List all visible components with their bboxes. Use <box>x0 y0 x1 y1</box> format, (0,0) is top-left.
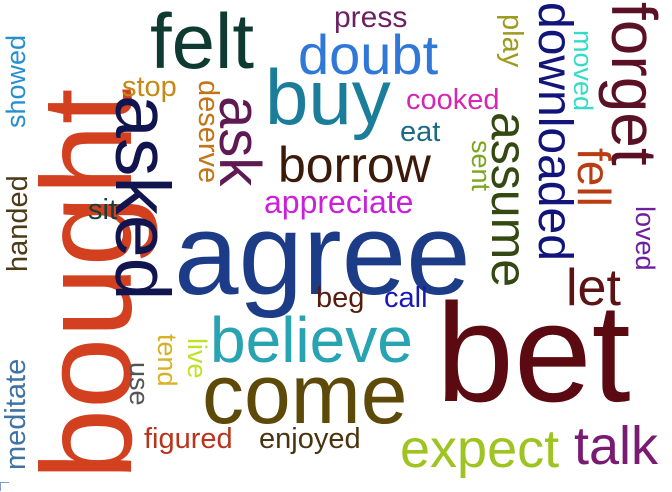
word-press: press <box>334 1 408 34</box>
word-tend: tend <box>152 334 182 387</box>
word-meditate: meditate <box>0 358 32 470</box>
word-borrow: borrow <box>278 137 431 193</box>
word-deserve: deserve <box>192 80 224 184</box>
word-come: come <box>202 347 408 441</box>
word-play: play <box>496 14 528 68</box>
word-handed: handed <box>2 175 34 272</box>
word-moved: moved <box>568 30 598 112</box>
word-live: live <box>182 338 212 379</box>
word-expect: expect <box>400 419 560 479</box>
corner-bracket-mark <box>0 482 9 491</box>
word-call: call <box>384 282 428 314</box>
word-beg: beg <box>316 282 365 314</box>
word-doubt: doubt <box>298 23 439 86</box>
word-forget: forget <box>598 2 670 166</box>
word-let: let <box>566 259 621 317</box>
word-buy: buy <box>265 53 391 141</box>
word-sit: sit <box>88 194 117 226</box>
word-stop: stop <box>122 71 177 103</box>
word-loved: loved <box>630 206 660 271</box>
word-fell: fell <box>568 148 620 207</box>
word-use: use <box>124 362 154 406</box>
word-agree: agree <box>174 189 471 319</box>
word-figured: figured <box>144 423 233 455</box>
word-believe: believe <box>210 304 413 376</box>
word-eat: eat <box>400 116 441 148</box>
word-enjoyed: enjoyed <box>259 423 361 455</box>
word-showed: showed <box>1 34 31 128</box>
word-cooked: cooked <box>406 84 500 116</box>
word-assume: assume <box>481 112 537 288</box>
word-sent: sent <box>466 140 496 192</box>
word-felt: felt <box>150 0 255 85</box>
word-bet: bet <box>436 274 631 431</box>
word-talk: talk <box>574 416 659 476</box>
word-appreciate: appreciate <box>264 184 414 220</box>
